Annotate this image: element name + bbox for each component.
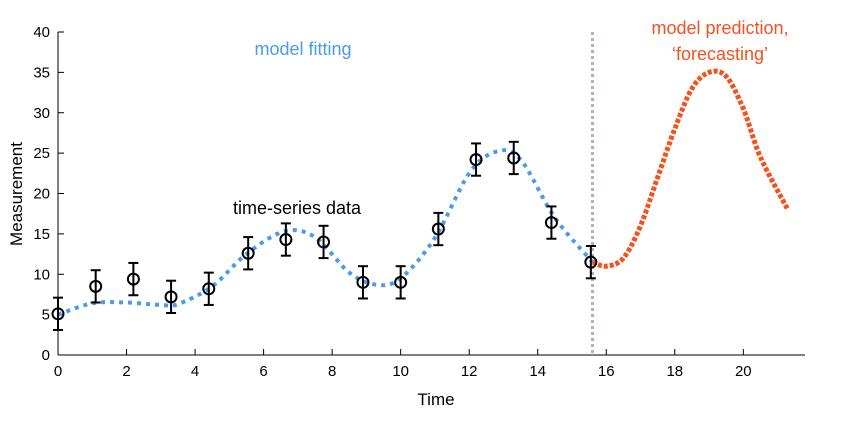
- y-axis-label: Measurement: [7, 142, 26, 246]
- data-point: [507, 140, 521, 176]
- y-tick-label: 25: [33, 145, 50, 162]
- data-points: [51, 140, 598, 331]
- annotation-time-series-data: time-series data: [233, 198, 362, 218]
- data-point: [164, 279, 178, 315]
- data-point: [126, 261, 140, 297]
- curves: [57, 68, 791, 317]
- x-tick-label: 20: [735, 363, 752, 380]
- annotation-prediction-line1: model prediction,: [651, 18, 788, 38]
- data-marker: [394, 275, 408, 289]
- data-point: [356, 265, 370, 300]
- x-tick-label: 4: [191, 363, 199, 380]
- model-prediction-curve: [591, 68, 791, 269]
- data-point: [584, 244, 598, 280]
- x-axis-label: Time: [417, 390, 454, 409]
- data-marker: [507, 151, 521, 165]
- data-marker: [89, 279, 103, 293]
- data-point: [317, 224, 331, 260]
- y-tick-label: 40: [33, 24, 50, 41]
- data-point: [279, 222, 293, 257]
- y-tick-label: 10: [33, 266, 50, 283]
- y-tick-label: 5: [42, 307, 50, 324]
- data-marker: [584, 255, 598, 269]
- y-tick-label: 20: [33, 186, 50, 203]
- data-point: [469, 142, 483, 177]
- y-tick-label: 30: [33, 105, 50, 122]
- data-point: [241, 236, 255, 271]
- x-tick-label: 16: [598, 363, 615, 380]
- x-tick-label: 18: [666, 363, 683, 380]
- x-tick-label: 12: [461, 363, 478, 380]
- data-marker: [126, 272, 140, 286]
- data-marker: [469, 153, 483, 167]
- data-marker: [202, 282, 216, 296]
- x-tick-label: 0: [54, 363, 62, 380]
- data-marker: [356, 275, 370, 289]
- annotation-model-fitting: model fitting: [254, 39, 351, 59]
- y-tick-label: 0: [42, 347, 50, 364]
- model-fit-curve: [57, 148, 595, 317]
- axes: 0 2 4 6 8 10 12 14 16 18 20 0 5 10 15 20 25 30 35 40: [33, 24, 805, 380]
- annotation-prediction-line2: ‘forecasting’: [672, 44, 768, 64]
- data-marker: [51, 307, 65, 321]
- data-point: [431, 211, 445, 247]
- data-marker: [431, 222, 445, 236]
- data-marker: [544, 216, 558, 230]
- data-point: [544, 205, 558, 240]
- y-tick-label: 15: [33, 226, 50, 243]
- x-tick-label: 6: [259, 363, 267, 380]
- x-tick-label: 14: [529, 363, 546, 380]
- x-tick-label: 10: [392, 363, 409, 380]
- data-point: [394, 265, 408, 300]
- data-point: [89, 269, 103, 304]
- x-tick-label: 2: [122, 363, 130, 380]
- data-marker: [279, 233, 293, 247]
- data-point: [51, 296, 65, 331]
- x-tick-label: 8: [328, 363, 336, 380]
- data-marker: [241, 246, 255, 260]
- data-marker: [164, 290, 178, 304]
- data-marker: [317, 235, 331, 249]
- data-point: [202, 271, 216, 306]
- y-tick-label: 35: [33, 64, 50, 81]
